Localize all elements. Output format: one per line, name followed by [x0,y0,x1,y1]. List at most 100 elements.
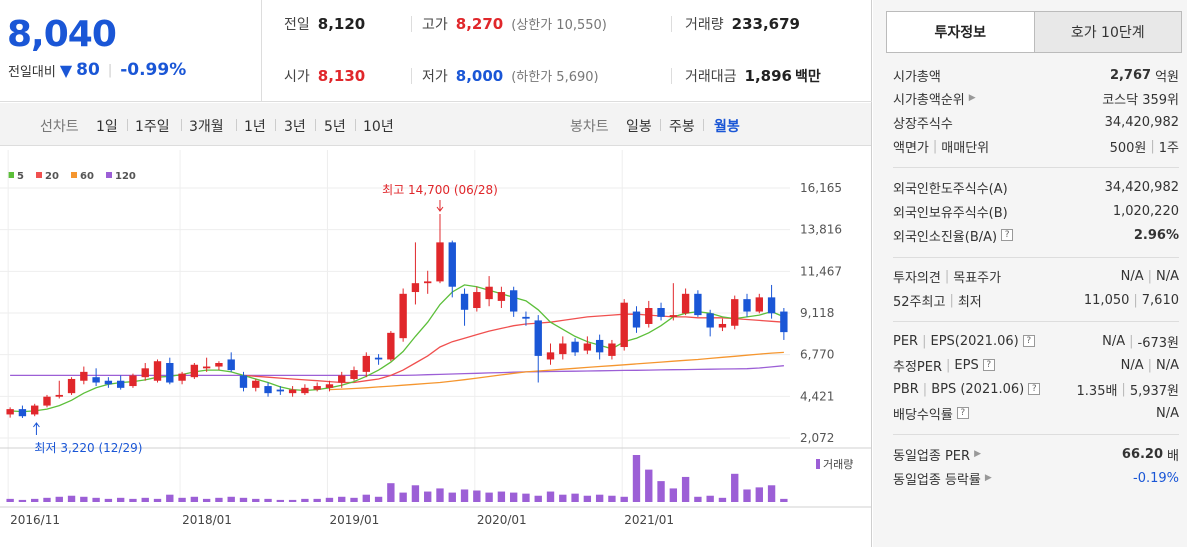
candle [632,311,641,328]
foreign-limit-label: 외국인한도주식수(A) [893,181,1008,197]
candle-daily[interactable]: 일봉 [626,119,652,135]
volume-bar [620,496,628,502]
help-icon[interactable]: ? [1022,335,1035,347]
volume-bar [301,498,309,502]
legend-label: 5 [17,171,24,182]
candle [325,384,334,388]
foreign-ratio-row: 외국인소진율(B/A)? 2.96% [893,224,1179,246]
x-tick-label: 2021/01 [624,513,674,527]
par-label: 액면가 [893,140,929,156]
candle [657,308,665,317]
ma5-line [10,284,785,413]
period-10y[interactable]: 10년 [363,119,394,135]
divider [893,321,1179,322]
divider [127,119,128,131]
prev-close-label: 전일 [284,17,310,33]
candle [424,281,432,284]
sector-per-row[interactable]: 동일업종 PER ▶ 66.20 배 [893,443,1179,465]
volume-bar [411,485,420,502]
candle-monthly[interactable]: 월봉 [714,119,740,135]
shares-value: 34,420,982 [1104,114,1179,130]
period-3y[interactable]: 3년 [284,119,306,135]
divider [893,434,1179,435]
change-value: 80 [76,60,100,80]
price-box: 8,040 전일대비 ▼ 80 | -0.99% [0,0,262,102]
candle [706,313,714,328]
pbr-value: 1.35배 [1076,383,1118,399]
upper-limit: (상한가 10,550) [511,18,607,33]
divider [411,68,412,84]
down-triangle-icon: ▼ [59,60,73,80]
chevron-right-icon: ▶ [974,449,981,459]
divider: | [949,292,954,308]
week52-low-value: 7,610 [1141,292,1179,308]
volume-bar [178,497,186,502]
par-row: 액면가 | 매매단위 500원 | 1주 [893,135,1179,157]
volume-bar [374,496,383,502]
candle [399,293,407,339]
divider [411,16,412,32]
max-price-annotation: 최고 14,700 (06/28) [382,183,498,197]
ma60-line [329,351,784,391]
candle [374,357,383,360]
candle [743,299,751,312]
volume-bar [485,492,493,502]
foreign-hold-value: 1,020,220 [1112,203,1179,219]
sector-change-value: -0.19% [1133,470,1179,486]
help-icon[interactable]: ? [1028,383,1041,395]
period-5y[interactable]: 5년 [324,119,346,135]
volume-bar [534,495,542,502]
divider: | [1129,333,1134,349]
open-label: 시가 [284,69,310,85]
period-3m[interactable]: 3개월 [189,119,224,135]
candle [534,320,542,356]
arrow-up-icon [33,422,40,435]
line-chart-label: 선차트 [40,119,79,135]
volume-bar [18,499,27,502]
help-icon[interactable]: ? [956,407,969,419]
market-cap-value: 2,767 [1109,67,1152,83]
help-icon[interactable]: ? [982,359,995,371]
trade-amount: 거래대금 1,896 백만 [685,66,821,86]
period-1d[interactable]: 1일 [96,119,118,135]
tab-investment-info[interactable]: 투자정보 [887,12,1034,52]
help-icon[interactable]: ? [1001,229,1014,241]
period-1y[interactable]: 1년 [244,119,266,135]
divider: | [1150,138,1155,154]
y-tick-label: 13,816 [800,223,842,237]
chevron-right-icon: ▶ [968,93,976,103]
market-cap-rank-row[interactable]: 시가총액순위 ▶ 코스닥 359위 [893,87,1179,109]
low-value: 8,000 [455,67,504,85]
amount-label: 거래대금 [685,69,737,85]
divider: | [932,138,938,154]
x-tick-label: 2020/01 [477,513,527,527]
amount-unit: 백만 [794,69,821,85]
candle [485,286,493,300]
y-tick-label: 9,118 [800,306,834,320]
divider: | [1121,381,1126,397]
period-1w[interactable]: 1주일 [135,119,170,135]
legend-label: 60 [80,171,94,182]
est-eps-label: EPS [954,357,979,373]
sector-change-row[interactable]: 동일업종 등락률 ▶ -0.19% [893,467,1179,489]
tab-order-book[interactable]: 호가 10단계 [1033,12,1181,52]
target-price-label: 목표주가 [953,270,1002,286]
sector-per-label: 동일업종 PER [893,448,971,464]
volume-bar [424,491,432,502]
candle [313,386,321,390]
volume-bar [202,498,211,502]
candle [129,375,137,387]
candle [767,297,776,314]
volume-bar [755,487,763,502]
stock-chart[interactable]: 5 20 60 120 16,165 13,816 11,467 9,118 6,770 4,42… [0,150,871,547]
shares-label: 상장주식수 [893,116,953,132]
volume-bar [31,498,39,502]
volume-bar [669,488,678,502]
candle-chart-label: 봉차트 [570,119,609,135]
x-tick-label: 2018/01 [182,513,232,527]
candle-weekly[interactable]: 주봉 [669,119,695,135]
candle [473,292,481,309]
volume-bar [362,494,370,502]
volume-bar [276,499,285,502]
divider [703,119,704,131]
